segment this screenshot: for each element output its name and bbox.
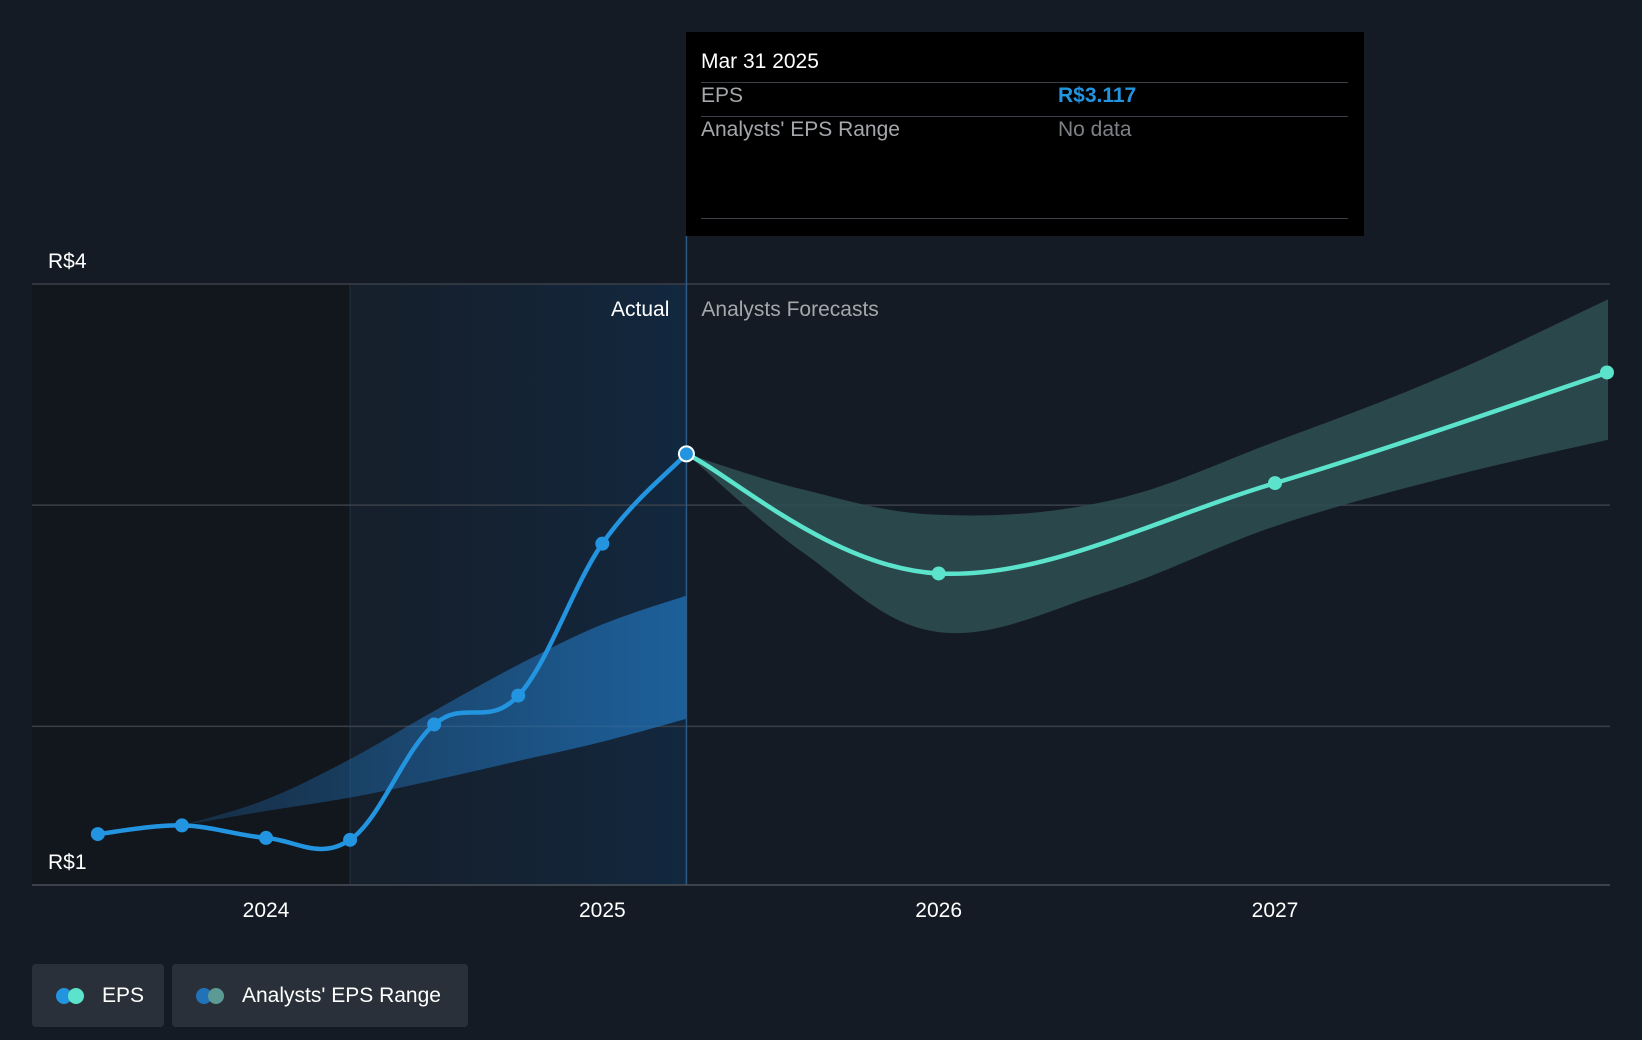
tooltip-range-value: No data	[1058, 118, 1132, 141]
eps-actual-point	[90, 827, 105, 842]
eps-forecast-point	[931, 566, 946, 581]
legend-range-button[interactable]: Analysts' EPS Range	[172, 964, 468, 1027]
eps-legend-icon	[56, 987, 88, 1004]
tooltip-divider	[701, 82, 1348, 83]
eps-data-points	[90, 365, 1614, 847]
legend-dot	[208, 987, 224, 1004]
eps-forecast-line	[684, 370, 1611, 577]
tooltip-divider	[701, 116, 1348, 117]
y-axis-label: R$1	[48, 851, 87, 874]
tooltip-eps-value: R$3.117	[1058, 84, 1137, 107]
y-axis-labels: R$4 R$1	[48, 250, 87, 874]
y-axis-label: R$4	[48, 250, 87, 273]
x-axis-label: 2024	[243, 899, 290, 922]
tooltip-date: Mar 31 2025	[701, 50, 819, 73]
pre-actual-region	[32, 284, 351, 885]
tooltip-divider	[701, 218, 1348, 219]
eps-actual-point	[427, 717, 442, 732]
eps-actual-point	[259, 830, 273, 845]
legend-dot	[68, 987, 84, 1004]
tooltip-range-key: Analysts' EPS Range	[701, 118, 900, 141]
range-legend-icon	[196, 987, 228, 1004]
eps-actual-point	[595, 536, 610, 551]
legend-eps-label: EPS	[102, 983, 145, 1007]
legend-range-label: Analysts' EPS Range	[242, 983, 441, 1007]
x-axis-labels: 2024 2025 2026 2027	[243, 899, 1299, 922]
eps-actual-point	[174, 818, 189, 833]
eps-actual-point	[343, 832, 358, 847]
eps-forecast-point	[1599, 365, 1614, 380]
forecast-zone-label: Analysts Forecasts	[701, 298, 878, 321]
eps-highlighted-point	[677, 445, 695, 463]
actual-zone-label: Actual	[611, 298, 669, 321]
eps-forecast-point	[1268, 476, 1282, 491]
actual-zone-region	[350, 284, 687, 885]
x-axis-label: 2027	[1252, 899, 1299, 922]
forecast-eps-range-band	[686, 299, 1608, 634]
x-axis-label: 2025	[579, 899, 626, 922]
eps-tooltip: Mar 31 2025 EPS R$3.117 Analysts' EPS Ra…	[686, 32, 1364, 236]
eps-actual-line	[95, 451, 689, 852]
legend-eps-button[interactable]: EPS	[32, 964, 164, 1027]
eps-actual-point	[511, 688, 526, 703]
tooltip-eps-key: EPS	[701, 84, 744, 107]
x-axis-label: 2026	[915, 899, 962, 922]
past-eps-range-band	[181, 595, 687, 826]
